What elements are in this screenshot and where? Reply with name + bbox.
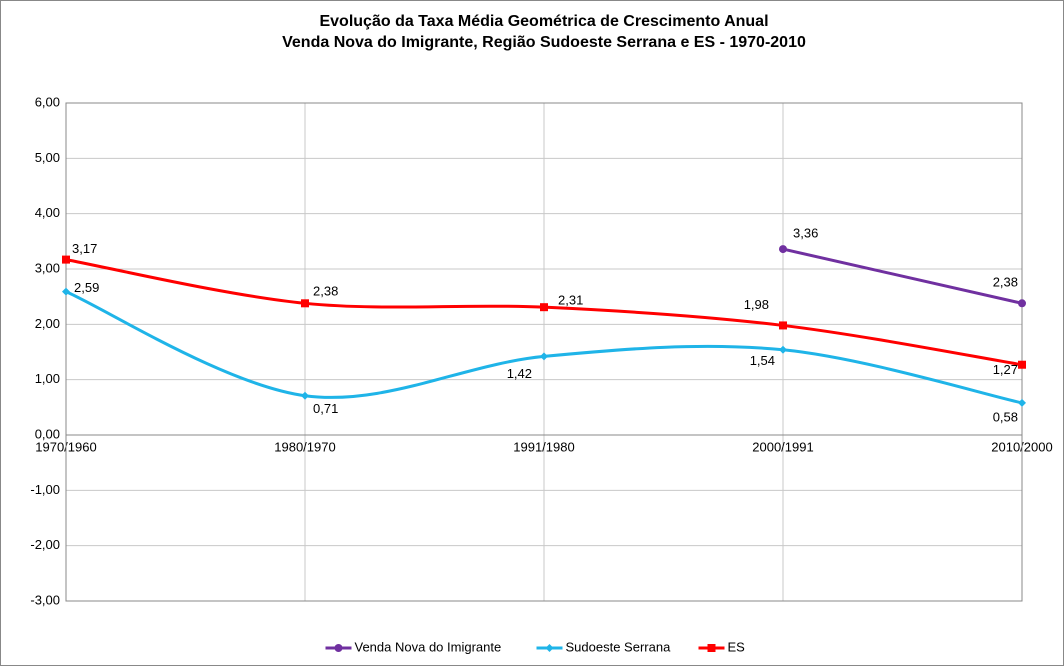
data-label: 3,36 — [793, 226, 818, 241]
data-label: 1,98 — [744, 297, 769, 312]
y-tick-label: 6,00 — [35, 94, 60, 109]
data-label: 0,71 — [313, 401, 338, 416]
data-label: 2,38 — [313, 284, 338, 299]
marker — [707, 644, 716, 652]
legend-label: ES — [728, 639, 746, 654]
x-tick-label: 2000/1991 — [752, 439, 813, 454]
marker — [334, 644, 343, 652]
x-tick-label: 1980/1970 — [274, 439, 335, 454]
y-tick-label: 2,00 — [35, 316, 60, 331]
marker — [301, 299, 309, 308]
series-line — [782, 247, 1023, 305]
legend-label: Sudoeste Serrana — [566, 639, 672, 654]
y-tick-label: 3,00 — [35, 260, 60, 275]
y-tick-label: 0,00 — [35, 426, 60, 441]
y-tick-label: -3,00 — [30, 592, 60, 607]
marker — [62, 287, 70, 296]
y-tick-label: 5,00 — [35, 150, 60, 165]
marker — [1018, 299, 1026, 308]
data-label: 3,17 — [72, 241, 97, 256]
marker — [779, 321, 787, 330]
chart-title: Venda Nova do Imigrante, Região Sudoeste… — [282, 34, 806, 51]
x-tick-label: 1991/1980 — [513, 439, 574, 454]
marker — [62, 255, 70, 264]
data-label: 0,58 — [993, 409, 1018, 424]
marker — [540, 303, 548, 312]
chart-title: Evolução da Taxa Média Geométrica de Cre… — [319, 13, 768, 30]
marker — [1018, 360, 1026, 369]
marker — [540, 352, 548, 361]
legend-label: Venda Nova do Imigrante — [355, 639, 502, 654]
data-label: 1,42 — [507, 366, 532, 381]
marker — [779, 245, 787, 254]
data-label: 2,59 — [74, 280, 99, 295]
y-tick-label: -2,00 — [30, 537, 60, 552]
marker — [779, 345, 787, 354]
marker — [1018, 398, 1026, 407]
data-label: 2,31 — [558, 293, 583, 308]
data-label: 2,38 — [993, 275, 1018, 290]
marker — [301, 391, 309, 400]
data-label: 1,54 — [750, 353, 775, 368]
y-tick-label: 4,00 — [35, 205, 60, 220]
y-tick-label: 1,00 — [35, 371, 60, 386]
data-label: 1,27 — [993, 362, 1018, 377]
y-tick-label: -1,00 — [30, 482, 60, 497]
marker — [545, 644, 554, 652]
plot-border — [65, 102, 1023, 602]
